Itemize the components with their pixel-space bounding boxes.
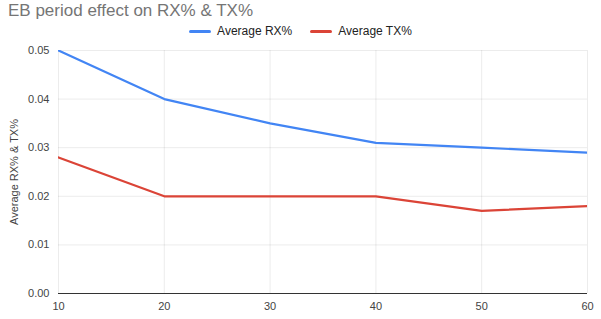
html-text:Average RX%: Average RX%	[217, 24, 293, 38]
svg-text:0.01: 0.01	[28, 238, 49, 250]
svg-text:10: 10	[52, 300, 64, 312]
html-text:Average TX%: Average TX%	[338, 24, 412, 38]
svg-text:50: 50	[476, 300, 488, 312]
svg-text:0.05: 0.05	[28, 44, 49, 56]
svg-text:0.03: 0.03	[28, 141, 49, 153]
svg-text:60: 60	[581, 300, 593, 312]
svg-text:0.04: 0.04	[28, 93, 49, 105]
svg-text:0.00: 0.00	[28, 287, 49, 299]
svg-text:Average RX% & TX%: Average RX% & TX%	[8, 119, 20, 225]
svg-text:0.02: 0.02	[28, 190, 49, 202]
svg-text:20: 20	[158, 300, 170, 312]
html-text:EB period effect on RX% & TX%: EB period effect on RX% & TX%	[8, 1, 254, 20]
svg-text:30: 30	[264, 300, 276, 312]
svg-text:40: 40	[370, 300, 382, 312]
